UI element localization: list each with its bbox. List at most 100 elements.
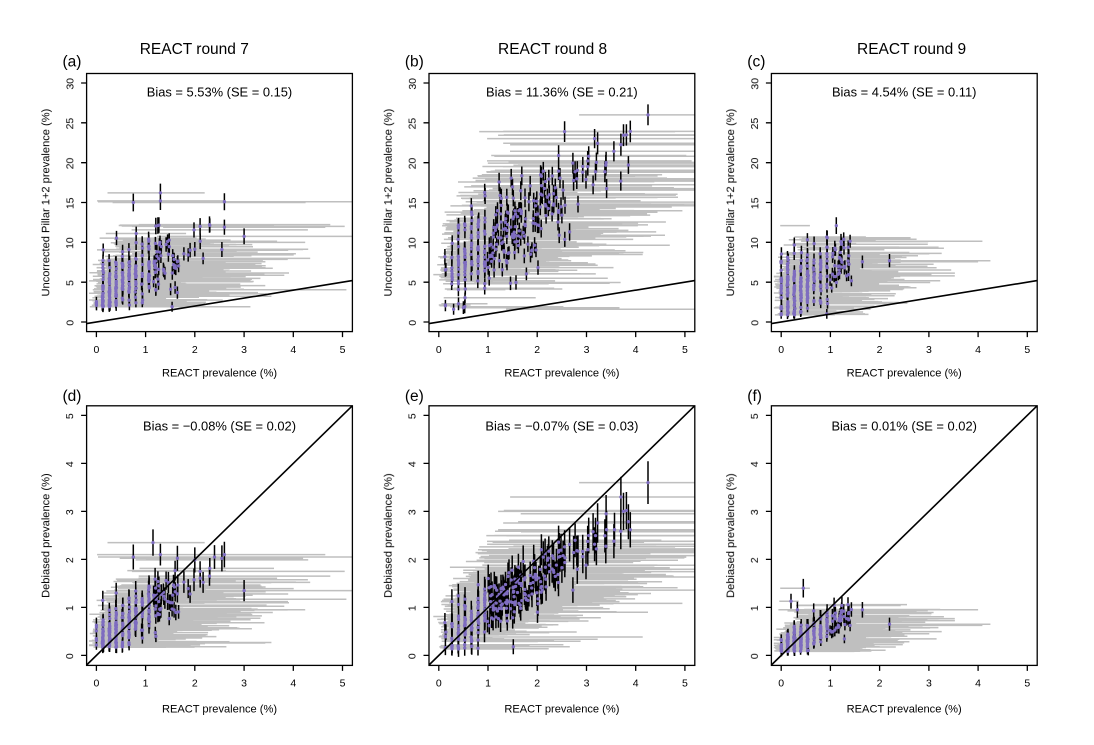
svg-text:25: 25 — [749, 118, 761, 130]
svg-text:2: 2 — [534, 344, 540, 356]
svg-text:10: 10 — [407, 237, 419, 249]
svg-text:2: 2 — [749, 557, 761, 563]
svg-text:0: 0 — [64, 320, 76, 326]
svg-text:4: 4 — [290, 344, 296, 356]
svg-text:3: 3 — [584, 678, 590, 690]
svg-text:25: 25 — [64, 118, 76, 130]
svg-text:0: 0 — [93, 344, 99, 356]
svg-text:4: 4 — [633, 344, 639, 356]
svg-text:Bias = 4.54% (SE = 0.11): Bias = 4.54% (SE = 0.11) — [832, 84, 977, 99]
svg-text:3: 3 — [407, 509, 419, 515]
svg-text:0: 0 — [407, 653, 419, 659]
svg-text:REACT prevalence (%): REACT prevalence (%) — [162, 367, 277, 379]
svg-text:20: 20 — [407, 158, 419, 170]
svg-text:(e): (e) — [405, 388, 424, 405]
svg-text:10: 10 — [749, 237, 761, 249]
svg-text:5: 5 — [407, 413, 419, 419]
svg-text:0: 0 — [436, 344, 442, 356]
svg-text:1: 1 — [143, 344, 149, 356]
svg-text:3: 3 — [241, 344, 247, 356]
svg-text:3: 3 — [584, 344, 590, 356]
svg-text:REACT prevalence (%): REACT prevalence (%) — [504, 704, 619, 716]
svg-text:Bias = 0.01% (SE = 0.02): Bias = 0.01% (SE = 0.02) — [831, 419, 976, 434]
svg-text:5: 5 — [1024, 344, 1030, 356]
svg-text:4: 4 — [633, 678, 639, 690]
svg-text:Bias = 5.53% (SE = 0.15): Bias = 5.53% (SE = 0.15) — [147, 84, 292, 99]
svg-text:REACT prevalence (%): REACT prevalence (%) — [504, 367, 619, 379]
svg-text:5: 5 — [407, 280, 419, 286]
svg-text:1: 1 — [827, 678, 833, 690]
svg-text:REACT prevalence (%): REACT prevalence (%) — [162, 704, 277, 716]
svg-text:4: 4 — [407, 461, 419, 467]
svg-text:1: 1 — [485, 678, 491, 690]
svg-text:REACT round 7: REACT round 7 — [140, 41, 249, 58]
svg-text:5: 5 — [682, 344, 688, 356]
svg-text:REACT prevalence (%): REACT prevalence (%) — [847, 704, 962, 716]
svg-text:25: 25 — [407, 118, 419, 130]
svg-text:3: 3 — [749, 509, 761, 515]
svg-text:Bias = −0.08% (SE = 0.02): Bias = −0.08% (SE = 0.02) — [143, 419, 296, 434]
svg-text:2: 2 — [192, 344, 198, 356]
svg-text:30: 30 — [407, 78, 419, 90]
svg-text:3: 3 — [926, 678, 932, 690]
svg-text:Uncorrected Pillar 1+2 prevale: Uncorrected Pillar 1+2 prevalence (%) — [383, 109, 395, 297]
svg-text:Debiased prevalence (%): Debiased prevalence (%) — [40, 473, 52, 598]
svg-text:1: 1 — [827, 344, 833, 356]
svg-text:Bias = −0.07% (SE = 0.03): Bias = −0.07% (SE = 0.03) — [485, 419, 638, 434]
svg-text:(a): (a) — [63, 54, 82, 71]
svg-text:5: 5 — [340, 344, 346, 356]
svg-text:3: 3 — [926, 344, 932, 356]
svg-text:4: 4 — [975, 678, 981, 690]
svg-text:30: 30 — [64, 78, 76, 90]
svg-text:2: 2 — [877, 678, 883, 690]
svg-text:0: 0 — [407, 320, 419, 326]
svg-text:3: 3 — [64, 509, 76, 515]
svg-text:(f): (f) — [747, 388, 762, 405]
svg-text:30: 30 — [749, 78, 761, 90]
svg-text:1: 1 — [485, 344, 491, 356]
svg-text:20: 20 — [749, 158, 761, 170]
svg-text:Debiased prevalence (%): Debiased prevalence (%) — [383, 473, 395, 598]
svg-text:(d): (d) — [63, 388, 82, 405]
svg-text:1: 1 — [407, 605, 419, 611]
svg-text:2: 2 — [877, 344, 883, 356]
svg-text:0: 0 — [93, 678, 99, 690]
svg-text:0: 0 — [749, 653, 761, 659]
svg-text:0: 0 — [778, 678, 784, 690]
svg-text:5: 5 — [749, 413, 761, 419]
svg-text:15: 15 — [64, 197, 76, 209]
svg-text:0: 0 — [778, 344, 784, 356]
svg-text:0: 0 — [64, 653, 76, 659]
svg-text:(b): (b) — [405, 54, 424, 71]
svg-text:2: 2 — [534, 678, 540, 690]
svg-text:Bias = 11.36% (SE = 0.21): Bias = 11.36% (SE = 0.21) — [486, 84, 638, 99]
svg-text:5: 5 — [64, 280, 76, 286]
svg-text:1: 1 — [143, 678, 149, 690]
svg-text:1: 1 — [64, 605, 76, 611]
svg-text:REACT prevalence (%): REACT prevalence (%) — [847, 367, 962, 379]
svg-text:5: 5 — [1024, 678, 1030, 690]
svg-text:4: 4 — [749, 461, 761, 467]
svg-text:(c): (c) — [747, 54, 765, 71]
svg-text:20: 20 — [64, 158, 76, 170]
svg-text:Uncorrected Pillar 1+2 prevale: Uncorrected Pillar 1+2 prevalence (%) — [40, 109, 52, 297]
svg-text:4: 4 — [64, 461, 76, 467]
svg-text:1: 1 — [749, 605, 761, 611]
svg-text:2: 2 — [64, 557, 76, 563]
svg-text:3: 3 — [241, 678, 247, 690]
svg-text:5: 5 — [682, 678, 688, 690]
svg-text:10: 10 — [64, 237, 76, 249]
svg-text:2: 2 — [192, 678, 198, 690]
svg-text:4: 4 — [975, 344, 981, 356]
svg-text:5: 5 — [749, 280, 761, 286]
svg-text:2: 2 — [407, 557, 419, 563]
svg-text:REACT round 8: REACT round 8 — [498, 41, 607, 58]
svg-text:REACT round 9: REACT round 9 — [857, 41, 966, 58]
svg-text:0: 0 — [436, 678, 442, 690]
svg-text:4: 4 — [290, 678, 296, 690]
svg-text:Uncorrected Pillar 1+2 prevale: Uncorrected Pillar 1+2 prevalence (%) — [725, 109, 737, 297]
svg-text:15: 15 — [407, 197, 419, 209]
svg-text:5: 5 — [340, 678, 346, 690]
svg-text:5: 5 — [64, 413, 76, 419]
svg-text:0: 0 — [749, 320, 761, 326]
